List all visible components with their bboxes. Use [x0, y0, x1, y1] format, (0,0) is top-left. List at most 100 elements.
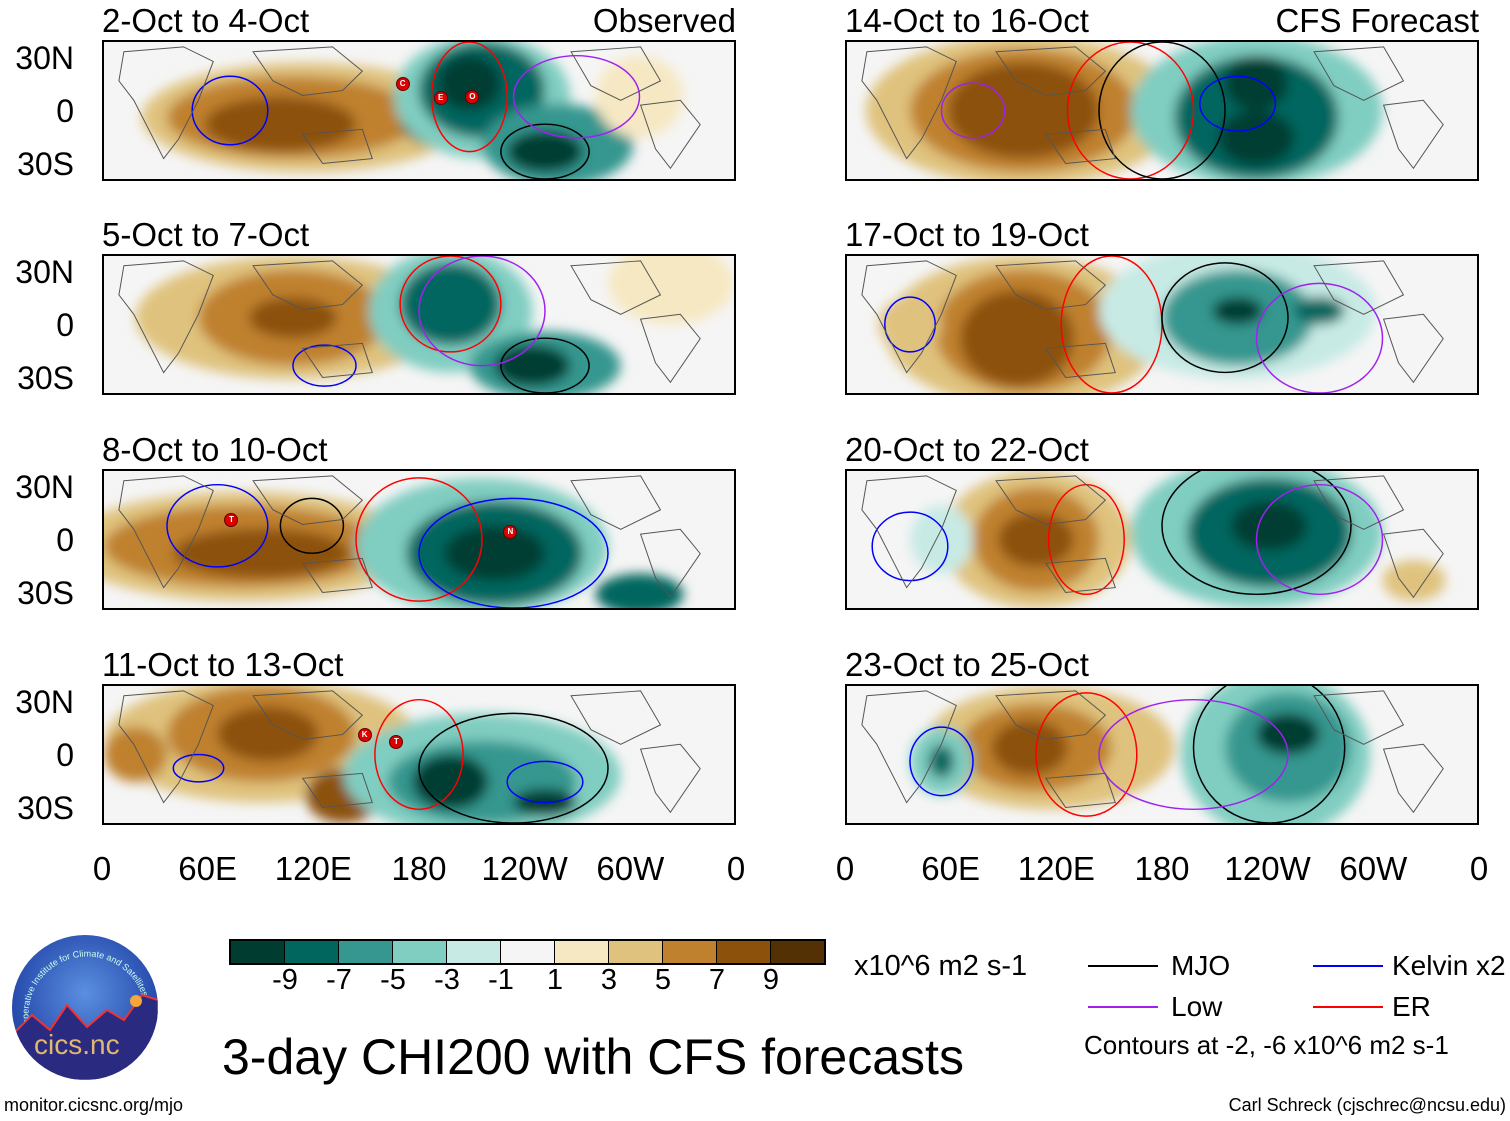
filtered-contour [355, 477, 483, 602]
coastline [118, 475, 701, 599]
filtered-contour [1035, 692, 1138, 817]
filtered-contour [166, 483, 269, 568]
panel-source-label: CFS Forecast [1275, 2, 1479, 39]
chi200-anomaly-region [507, 131, 583, 173]
panel-title: 14-Oct to 16-Oct [845, 2, 1089, 39]
y-tick-label: 0 [56, 737, 74, 773]
x-tick-label: 60E [178, 850, 238, 887]
x-tick-label: 0 [726, 850, 746, 887]
legend-mjo-label: MJO [1171, 950, 1231, 981]
coastline [118, 260, 701, 384]
tropical-cyclone-marker: N [503, 524, 518, 539]
colorbar-swatch [285, 941, 339, 963]
filtered-contour [500, 337, 590, 393]
tropical-cyclone-marker: C [395, 77, 410, 92]
legend-mjo-line [1088, 965, 1158, 967]
colorbar-label: -5 [380, 964, 406, 996]
colorbar-swatch [393, 941, 447, 963]
filtered-contour [1161, 471, 1352, 596]
chi200-anomaly-region [910, 505, 973, 574]
chi200-anomaly-region [444, 525, 545, 581]
panel-title: 17-Oct to 19-Oct [845, 216, 1089, 253]
filtered-contour [940, 82, 1006, 139]
chi200-anomaly-region [412, 754, 489, 810]
filtered-contour [399, 256, 502, 353]
colorbar-swatch [231, 941, 285, 963]
filtered-contour [191, 75, 269, 146]
filtered-contour [1066, 42, 1195, 179]
colorbar-label: -9 [272, 964, 298, 996]
y-tick-label: 0 [56, 93, 74, 129]
tropical-cyclone-marker: K [357, 728, 372, 743]
filtered-contour [1199, 75, 1277, 132]
panel-source-label: Observed [592, 2, 736, 39]
panel-title: 5-Oct to 7-Oct [102, 216, 310, 253]
colorbar [229, 939, 826, 965]
chi200-anomaly-region [1231, 501, 1307, 551]
y-tick-label: 30N [15, 469, 74, 505]
legend-low-line [1088, 1006, 1158, 1008]
colorbar-swatch [339, 941, 393, 963]
colorbar-label: 7 [708, 964, 726, 996]
x-tick-label: 60W [1339, 850, 1408, 887]
figure-title: 3-day CHI200 with CFS forecasts [222, 1029, 964, 1085]
coastline [861, 475, 1444, 599]
chi200-anomaly-region [1294, 297, 1345, 325]
colorbar-label: -1 [488, 964, 514, 996]
colorbar-swatch [771, 941, 824, 963]
tropical-cyclone-marker: T [224, 513, 239, 528]
x-tick-label: 60E [921, 850, 981, 887]
colorbar-swatch [717, 941, 771, 963]
legend-low-label: Low [1171, 991, 1223, 1022]
y-tick-label: 0 [56, 307, 74, 343]
filtered-contour [374, 698, 464, 811]
chi200-anomaly-region [608, 256, 734, 325]
filtered-contour [292, 344, 357, 387]
coastline [118, 690, 701, 814]
y-tick-label: 30N [15, 684, 74, 720]
contours-note: Contours at -2, -6 x10^6 m2 s-1 [1084, 1030, 1449, 1060]
chi200-anomaly-region [998, 512, 1074, 567]
colorbar-label: 3 [600, 964, 618, 996]
chi200-anomaly-region [1212, 297, 1263, 325]
colorbar-label: 1 [546, 964, 564, 996]
chi200-anomaly-region [595, 573, 684, 608]
x-tick-label: 120W [1224, 850, 1311, 887]
coastline [861, 260, 1444, 384]
panel-title: 2-Oct to 4-Oct [102, 2, 310, 39]
legend-er-label: ER [1392, 991, 1431, 1022]
chi200-anomaly-region [991, 720, 1068, 776]
chi200-anomaly-region [494, 345, 571, 387]
chi200-anomaly-region [947, 62, 1099, 159]
filtered-contour [1161, 262, 1289, 374]
panel-title: 23-Oct to 25-Oct [845, 646, 1089, 683]
chi200-anomaly-region [1218, 110, 1295, 166]
x-tick-label: 120W [481, 850, 568, 887]
colorbar-label: -7 [326, 964, 352, 996]
map-panel [845, 254, 1479, 395]
colorbar-units: x10^6 m2 s-1 [854, 950, 1028, 982]
filtered-contour [172, 753, 225, 783]
coastline [118, 46, 701, 170]
panel-title: 11-Oct to 13-Oct [102, 646, 344, 683]
y-tick-label: 30N [15, 254, 74, 290]
colorbar-label: 9 [762, 964, 780, 996]
x-tick-label: 120E [274, 850, 352, 887]
filtered-contour [279, 497, 345, 554]
map-panel [102, 254, 736, 395]
tropical-cyclone-marker: T [389, 735, 404, 750]
cics-logo: Cooperative Institute for Climate and Sa… [12, 935, 158, 1080]
filtered-contour [418, 712, 609, 823]
tropical-cyclone-marker: E [433, 91, 448, 106]
y-tick-label: 30S [17, 790, 74, 826]
y-tick-label: 0 [56, 522, 74, 558]
x-tick-label: 0 [1469, 850, 1489, 887]
panel-title: 20-Oct to 22-Oct [845, 431, 1089, 468]
filtered-contour [500, 123, 590, 179]
y-tick-label: 30S [17, 575, 74, 611]
logo-text: cics.nc [34, 1029, 120, 1060]
url-text: monitor.cicsnc.org/mjo [4, 1095, 184, 1115]
